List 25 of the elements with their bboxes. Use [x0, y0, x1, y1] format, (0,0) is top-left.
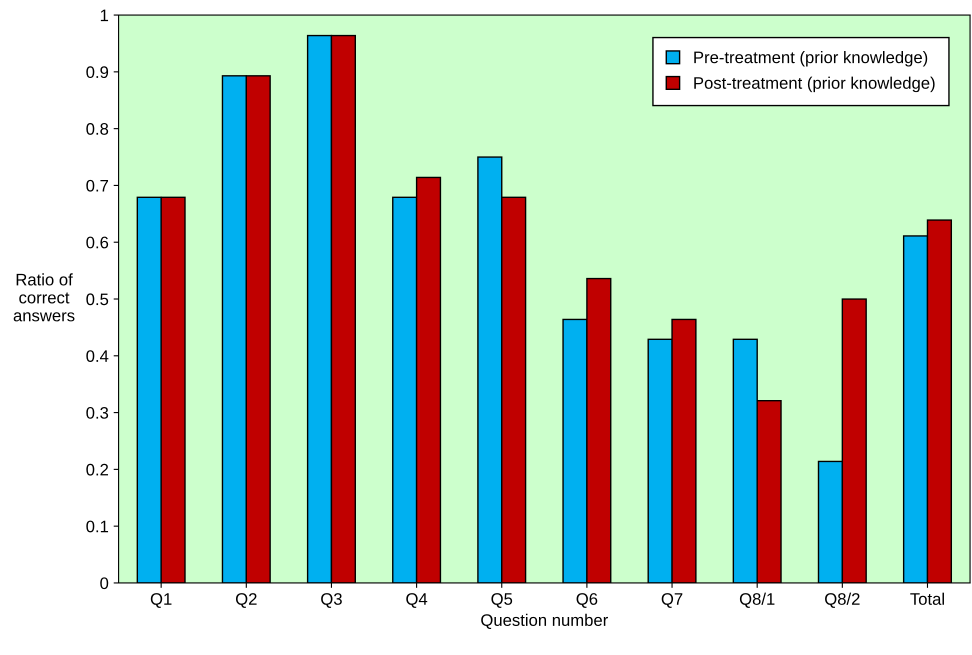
x-tick-label: Q6 [576, 593, 598, 608]
y-tick-label: 0.3 [86, 406, 108, 419]
y-tick-label: 0.1 [86, 520, 108, 532]
y-tick-label: 0.6 [86, 236, 108, 248]
x-tick-label: Q3 [321, 593, 342, 608]
x-tick-label: Q2 [236, 593, 257, 608]
x-tick-label: Q7 [662, 593, 682, 608]
x-tick-label: Q8/1 [740, 592, 774, 608]
x-tick-label: Q4 [406, 593, 428, 608]
y-tick-label: 0.8 [86, 123, 108, 135]
y-tick-label: 0 [100, 577, 108, 590]
y-tick-label: 0.2 [86, 464, 108, 476]
y-tick-label: 0.5 [86, 293, 108, 306]
y-tick-label: 0.9 [86, 66, 108, 78]
x-tick-label: Total [910, 592, 944, 605]
y-tick-label: 0.4 [86, 350, 108, 362]
x-tick-label: Q5 [491, 593, 512, 608]
y-tick-label: 0.7 [86, 180, 108, 192]
x-tick-label: Q8/2 [825, 592, 860, 608]
legend-label: Pre-treatment (prior knowledge) [694, 51, 928, 67]
legend-label: Post-treatment (prior knowledge) [694, 76, 935, 92]
y-axis-title: Ratio of correct answers [14, 273, 74, 322]
y-tick-label: 1 [100, 10, 108, 22]
x-tick-label: Q1 [150, 593, 172, 608]
x-axis-title: Question number [481, 614, 608, 629]
